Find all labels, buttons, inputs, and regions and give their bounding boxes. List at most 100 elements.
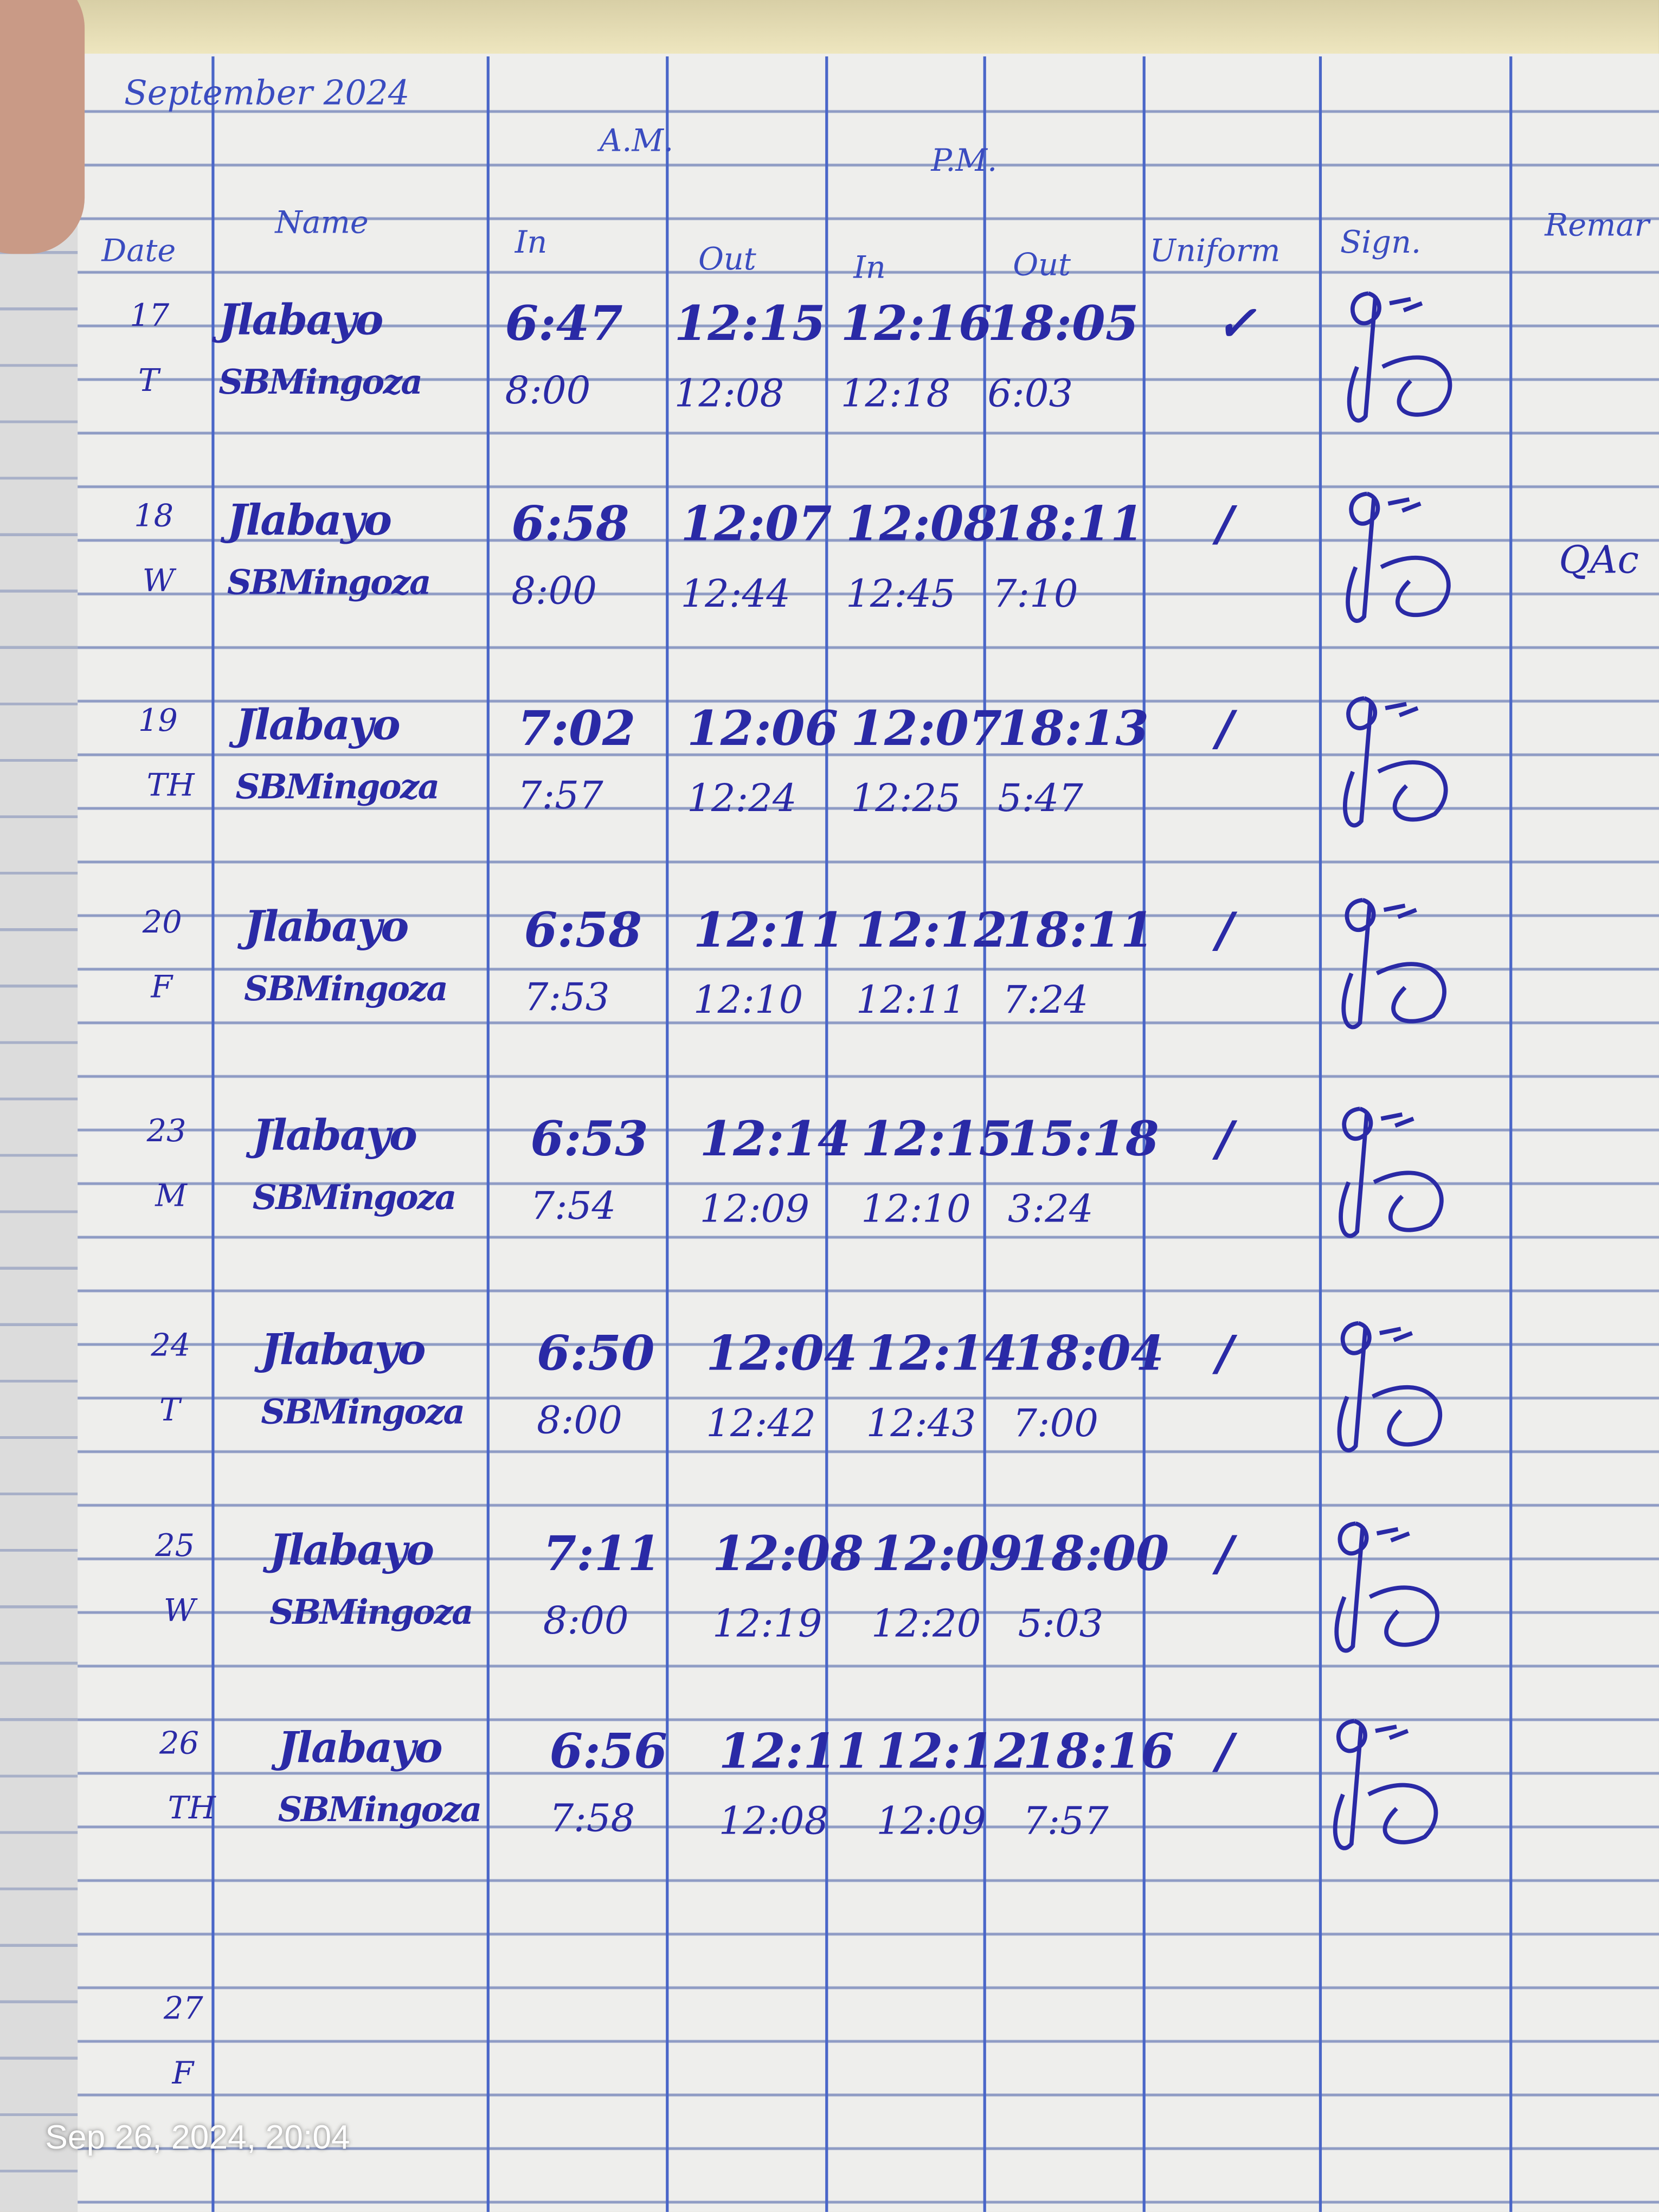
uniform-check-mark: /	[1216, 1526, 1234, 1583]
date-header: Date	[101, 234, 176, 269]
uniform-header: Uniform	[1149, 234, 1281, 269]
employee-name: Jlabayo	[235, 701, 401, 751]
am-out-time: 12:24	[687, 777, 797, 821]
am-in-time: 8:00	[511, 570, 597, 614]
weekday-label: TH	[168, 1791, 216, 1827]
pm-in-time: 12:07	[851, 701, 1002, 758]
am-out-time: 12:07	[680, 496, 832, 553]
signature-icon	[1347, 291, 1452, 423]
am-in-time: 8:00	[537, 1399, 622, 1443]
pm-in-time: 12:10	[861, 1187, 971, 1232]
date-number: 27	[163, 1992, 203, 2028]
pm-out-time: 6:03	[987, 372, 1073, 416]
am-out-time: 12:19	[712, 1602, 822, 1647]
column-divider	[1319, 56, 1322, 2212]
pm-header: P.M.	[931, 144, 998, 179]
uniform-check-mark: ✓	[1216, 296, 1257, 353]
signature-icon	[1336, 1321, 1442, 1452]
employee-name: Jlabayo	[252, 1111, 417, 1161]
date-number: 17	[130, 299, 170, 335]
pm-in-time: 12:45	[846, 573, 956, 617]
am-in-time: 7:54	[530, 1185, 616, 1229]
pm-in-time: 12:43	[866, 1402, 976, 1446]
weekday-label: TH	[146, 769, 195, 805]
pm-in-time: 12:16	[840, 296, 992, 353]
signature-icon	[1339, 1107, 1444, 1238]
pm-out-header: Out	[1013, 248, 1071, 284]
employee-name: Jlabayo	[227, 496, 392, 546]
pm-out-time: 18:05	[987, 296, 1139, 353]
pm-in-time: 12:12	[876, 1724, 1028, 1780]
pm-in-time: 12:14	[866, 1326, 1018, 1382]
weekday-label: T	[138, 364, 159, 400]
pm-out-time: 7:24	[1002, 979, 1089, 1023]
am-out-time: 12:42	[706, 1402, 816, 1446]
pm-out-time: 18:04	[1013, 1326, 1165, 1382]
pm-out-time: 7:10	[992, 573, 1078, 617]
date-number: 24	[151, 1329, 191, 1365]
uniform-check-mark: /	[1216, 903, 1234, 960]
am-out-time: 12:11	[718, 1724, 870, 1780]
column-divider	[983, 56, 986, 2212]
pm-out-time: 18:11	[1002, 903, 1154, 960]
pm-in-time: 12:15	[861, 1111, 1013, 1168]
employee-name: SBMingoza	[227, 561, 432, 603]
uniform-check-mark: /	[1216, 1326, 1234, 1382]
pm-out-time: 7:57	[1023, 1800, 1109, 1844]
column-divider	[825, 56, 828, 2212]
weekday-label: M	[155, 1179, 187, 1215]
date-number: 23	[146, 1114, 187, 1150]
am-out-time: 12:04	[706, 1326, 858, 1382]
uniform-check-mark: /	[1216, 701, 1234, 758]
column-divider	[666, 56, 669, 2212]
column-divider	[1509, 56, 1513, 2212]
weekday-label: F	[172, 2056, 194, 2092]
uniform-check-mark: /	[1216, 1724, 1234, 1780]
column-divider	[486, 56, 490, 2212]
am-in-time: 6:53	[530, 1111, 648, 1168]
am-out-time: 12:10	[693, 979, 803, 1023]
signature-icon	[1343, 696, 1448, 828]
am-in-time: 7:02	[517, 701, 636, 758]
am-in-header: In	[515, 226, 548, 261]
employee-name: Jlabayo	[269, 1526, 434, 1576]
am-out-time: 12:09	[699, 1187, 810, 1232]
month-title: September 2024	[124, 73, 410, 113]
am-out-time: 12:15	[674, 296, 826, 353]
pm-out-time: 5:47	[998, 777, 1083, 821]
signature-icon	[1332, 1719, 1437, 1850]
am-in-time: 8:00	[543, 1599, 629, 1644]
am-out-time: 12:14	[699, 1111, 851, 1168]
am-in-time: 8:00	[505, 369, 591, 414]
am-out-time: 12:08	[718, 1800, 829, 1844]
pm-out-time: 7:00	[1013, 1402, 1099, 1446]
pm-out-time: 18:13	[998, 701, 1149, 758]
am-in-time: 7:53	[524, 976, 610, 1020]
remark-text: QAc	[1559, 538, 1639, 583]
weekday-label: T	[159, 1393, 181, 1429]
pm-in-time: 12:18	[840, 372, 951, 416]
employee-name: SBMingoza	[244, 967, 448, 1009]
am-in-time: 6:58	[511, 496, 629, 553]
pm-out-time: 18:11	[992, 496, 1144, 553]
employee-name: SBMingoza	[252, 1176, 457, 1218]
employee-name: SBMingoza	[235, 766, 440, 807]
employee-name: SBMingoza	[278, 1789, 483, 1830]
signature-icon	[1345, 491, 1450, 623]
am-out-time: 12:06	[687, 701, 839, 758]
pm-in-time: 12:09	[876, 1800, 986, 1844]
remarks-header: Remar	[1545, 209, 1649, 245]
am-out-header: Out	[698, 242, 756, 278]
am-in-time: 7:57	[517, 774, 603, 819]
weekday-label: F	[151, 970, 173, 1006]
pm-out-time: 3:24	[1007, 1187, 1094, 1232]
am-in-time: 7:11	[543, 1526, 661, 1583]
am-in-time: 6:50	[537, 1326, 655, 1382]
am-out-time: 12:08	[674, 372, 785, 416]
uniform-check-mark: /	[1216, 1111, 1234, 1168]
employee-name: Jlabayo	[218, 296, 383, 346]
signature-icon	[1334, 1521, 1439, 1653]
weekday-label: W	[142, 564, 175, 600]
employee-name: Jlabayo	[261, 1326, 426, 1375]
